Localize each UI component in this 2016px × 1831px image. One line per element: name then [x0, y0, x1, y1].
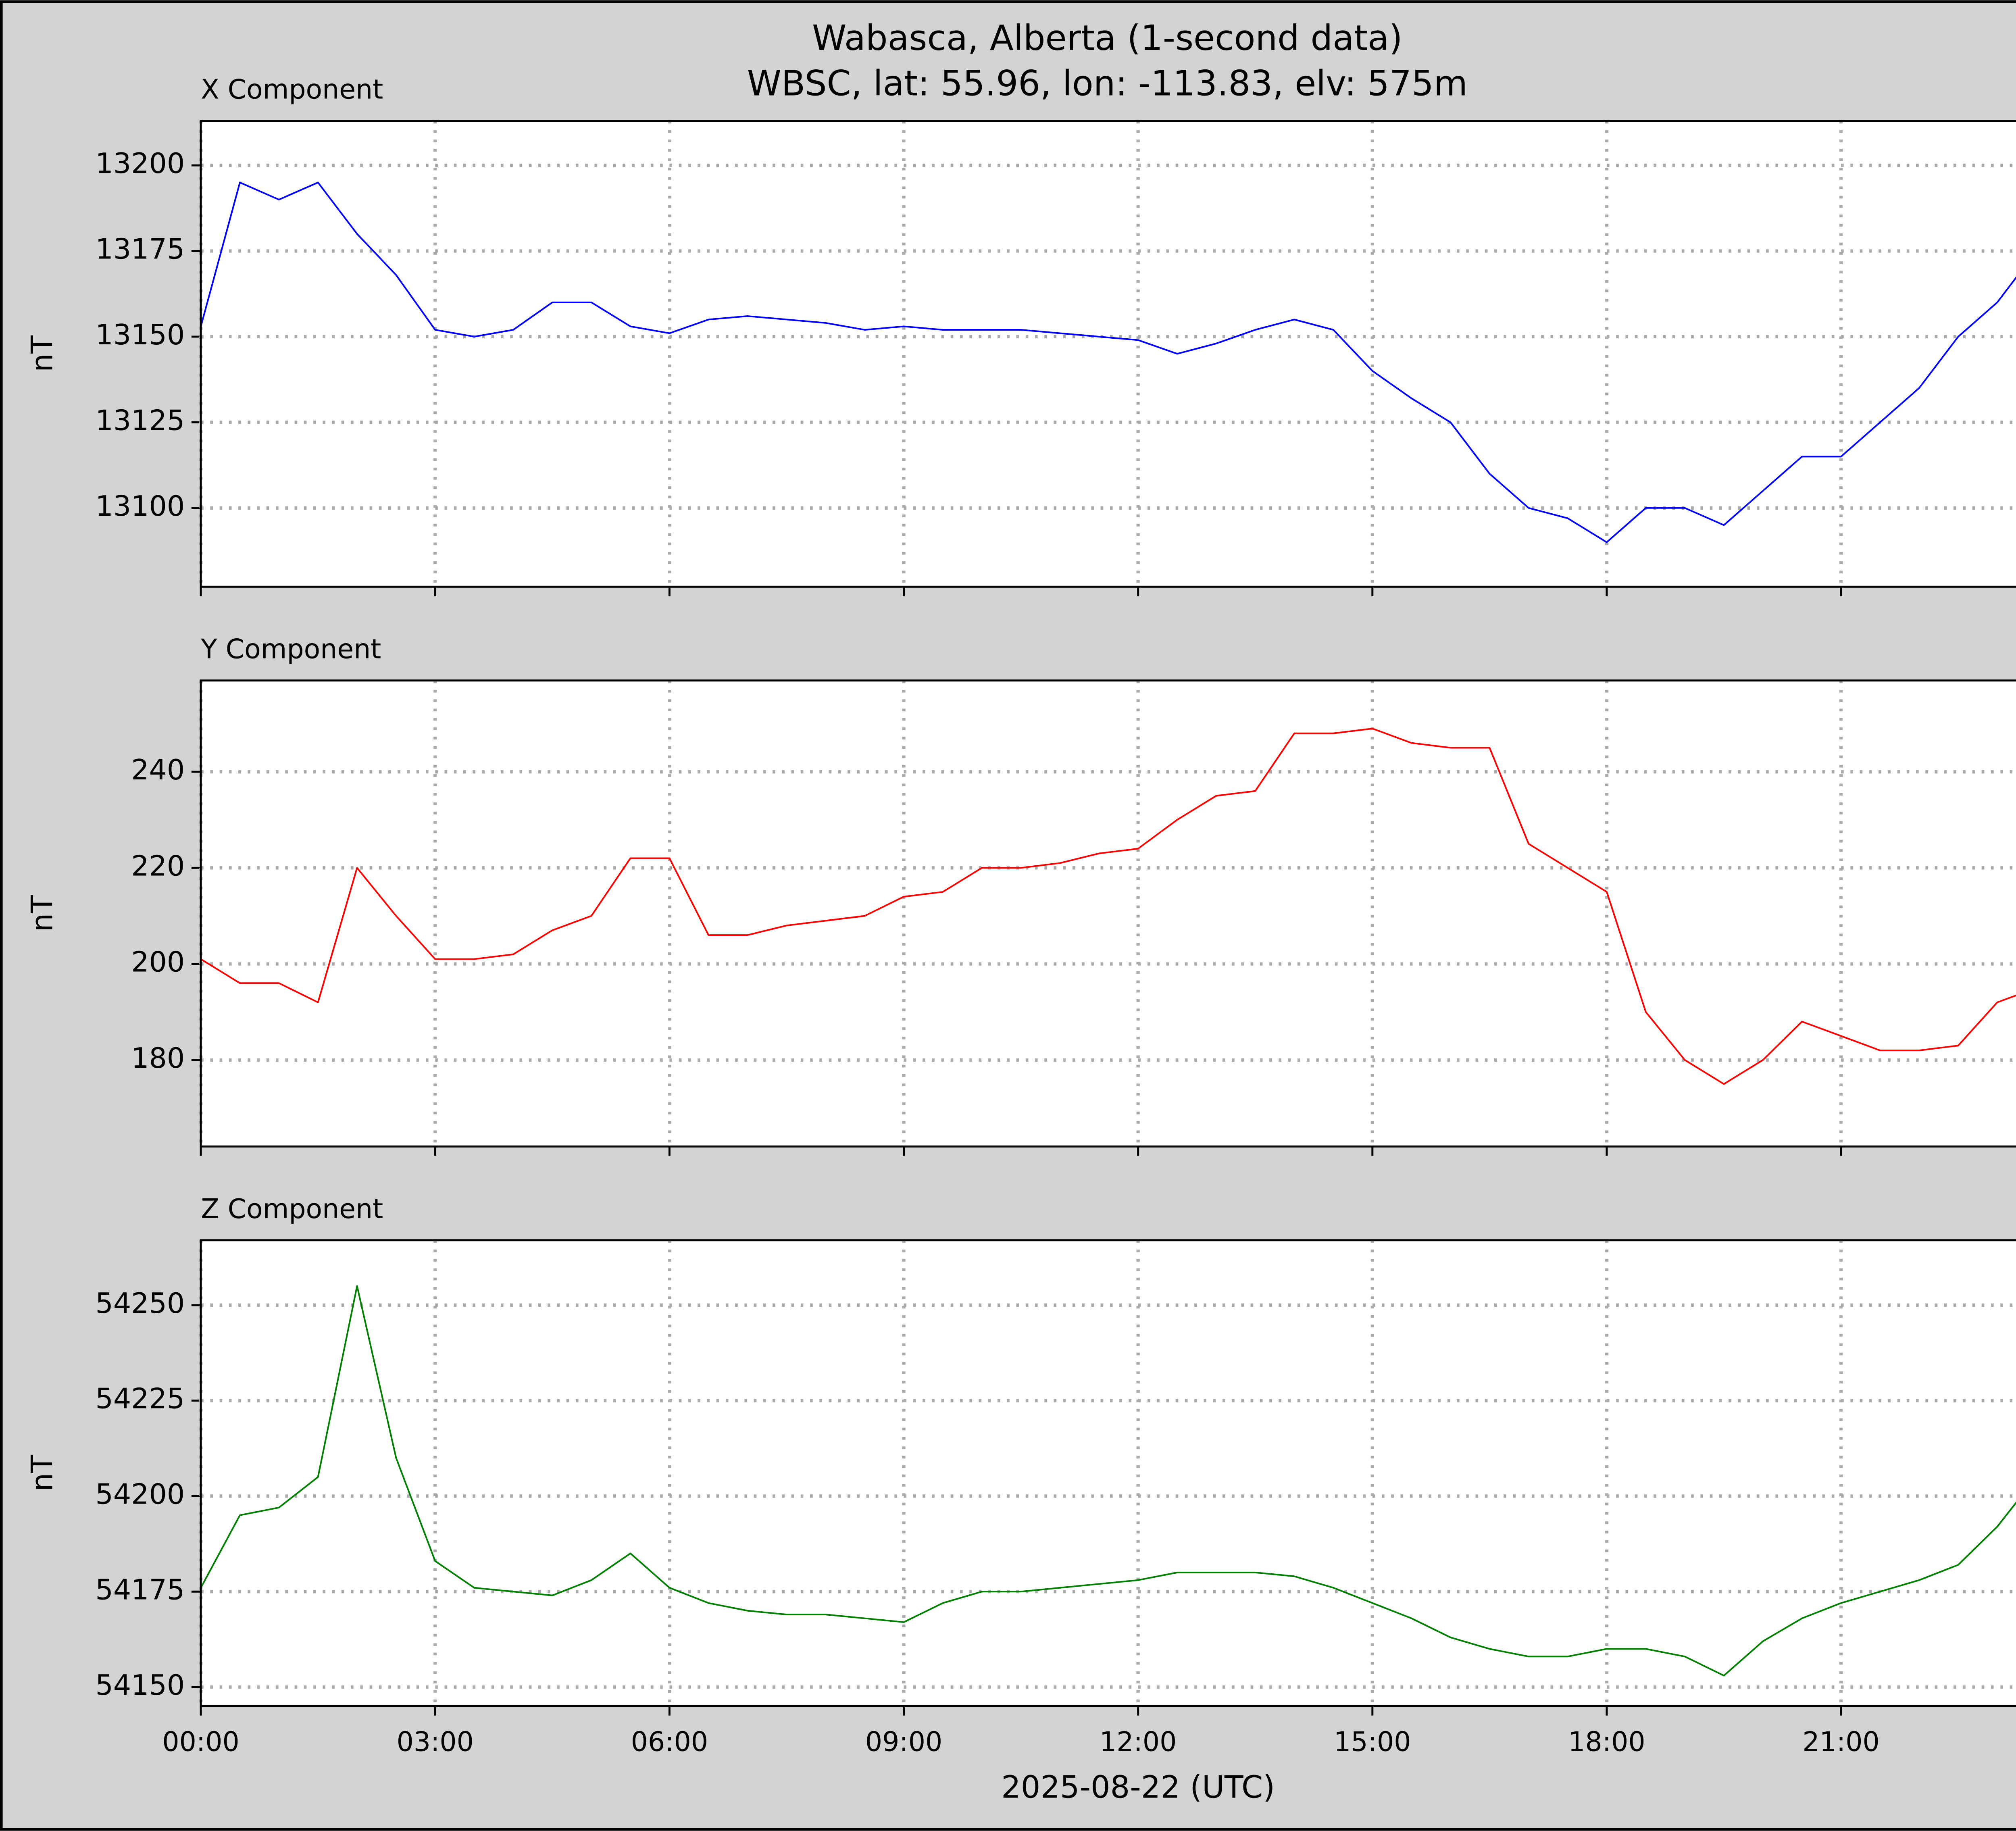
x-tick-label: 00:00	[162, 1726, 239, 1757]
plot-frame	[200, 120, 2016, 588]
figure-subtitle: WBSC, lat: 55.96, lon: -113.83, elv: 575…	[747, 64, 1468, 104]
plot-area	[201, 1240, 2016, 1706]
x-tick-label: 09:00	[865, 1726, 942, 1757]
panel-title: Y Component	[200, 633, 381, 665]
y-tick-label: 13150	[95, 319, 185, 351]
y-axis-label: nT	[25, 335, 60, 372]
data-line	[200, 727, 2016, 1085]
x-tick-label: 18:00	[1568, 1726, 1645, 1757]
x-tick-label: 03:00	[397, 1726, 474, 1757]
x-tick-label: 06:00	[631, 1726, 708, 1757]
x-axis-label: 2025-08-22 (UTC)	[1001, 1769, 1275, 1805]
data-line	[200, 1285, 2016, 1677]
y-tick-label: 54200	[95, 1478, 185, 1510]
panel-title: Z Component	[201, 1193, 383, 1225]
y-tick-label: 13125	[95, 404, 185, 437]
panel-title: X Component	[201, 74, 383, 105]
y-axis-label: nT	[25, 1455, 60, 1491]
y-tick-label: 54250	[95, 1287, 185, 1320]
y-tick-label: 54150	[95, 1669, 185, 1702]
y-tick-label: 13100	[95, 490, 185, 523]
y-tick-label: 220	[131, 850, 185, 882]
x-tick-label: 15:00	[1334, 1726, 1411, 1757]
y-tick-label: 240	[131, 754, 185, 786]
y-tick-label: 54175	[95, 1573, 185, 1606]
y-axis-label: nT	[25, 895, 60, 932]
y-tick-label: 54225	[95, 1383, 185, 1415]
data-line	[200, 181, 2016, 543]
y-tick-label: 180	[131, 1042, 185, 1075]
x-tick-label: 21:00	[1802, 1726, 1879, 1757]
figure-title: Wabasca, Alberta (1-second data)	[812, 18, 1403, 58]
plot-area	[201, 680, 2016, 1147]
plot-area	[201, 121, 2016, 587]
y-tick-label: 13175	[95, 233, 185, 266]
y-tick-label: 200	[131, 946, 185, 979]
plot-frame	[200, 1239, 2016, 1707]
plot-frame	[200, 679, 2016, 1148]
y-tick-label: 13200	[95, 147, 185, 180]
x-tick-label: 12:00	[1100, 1726, 1177, 1757]
